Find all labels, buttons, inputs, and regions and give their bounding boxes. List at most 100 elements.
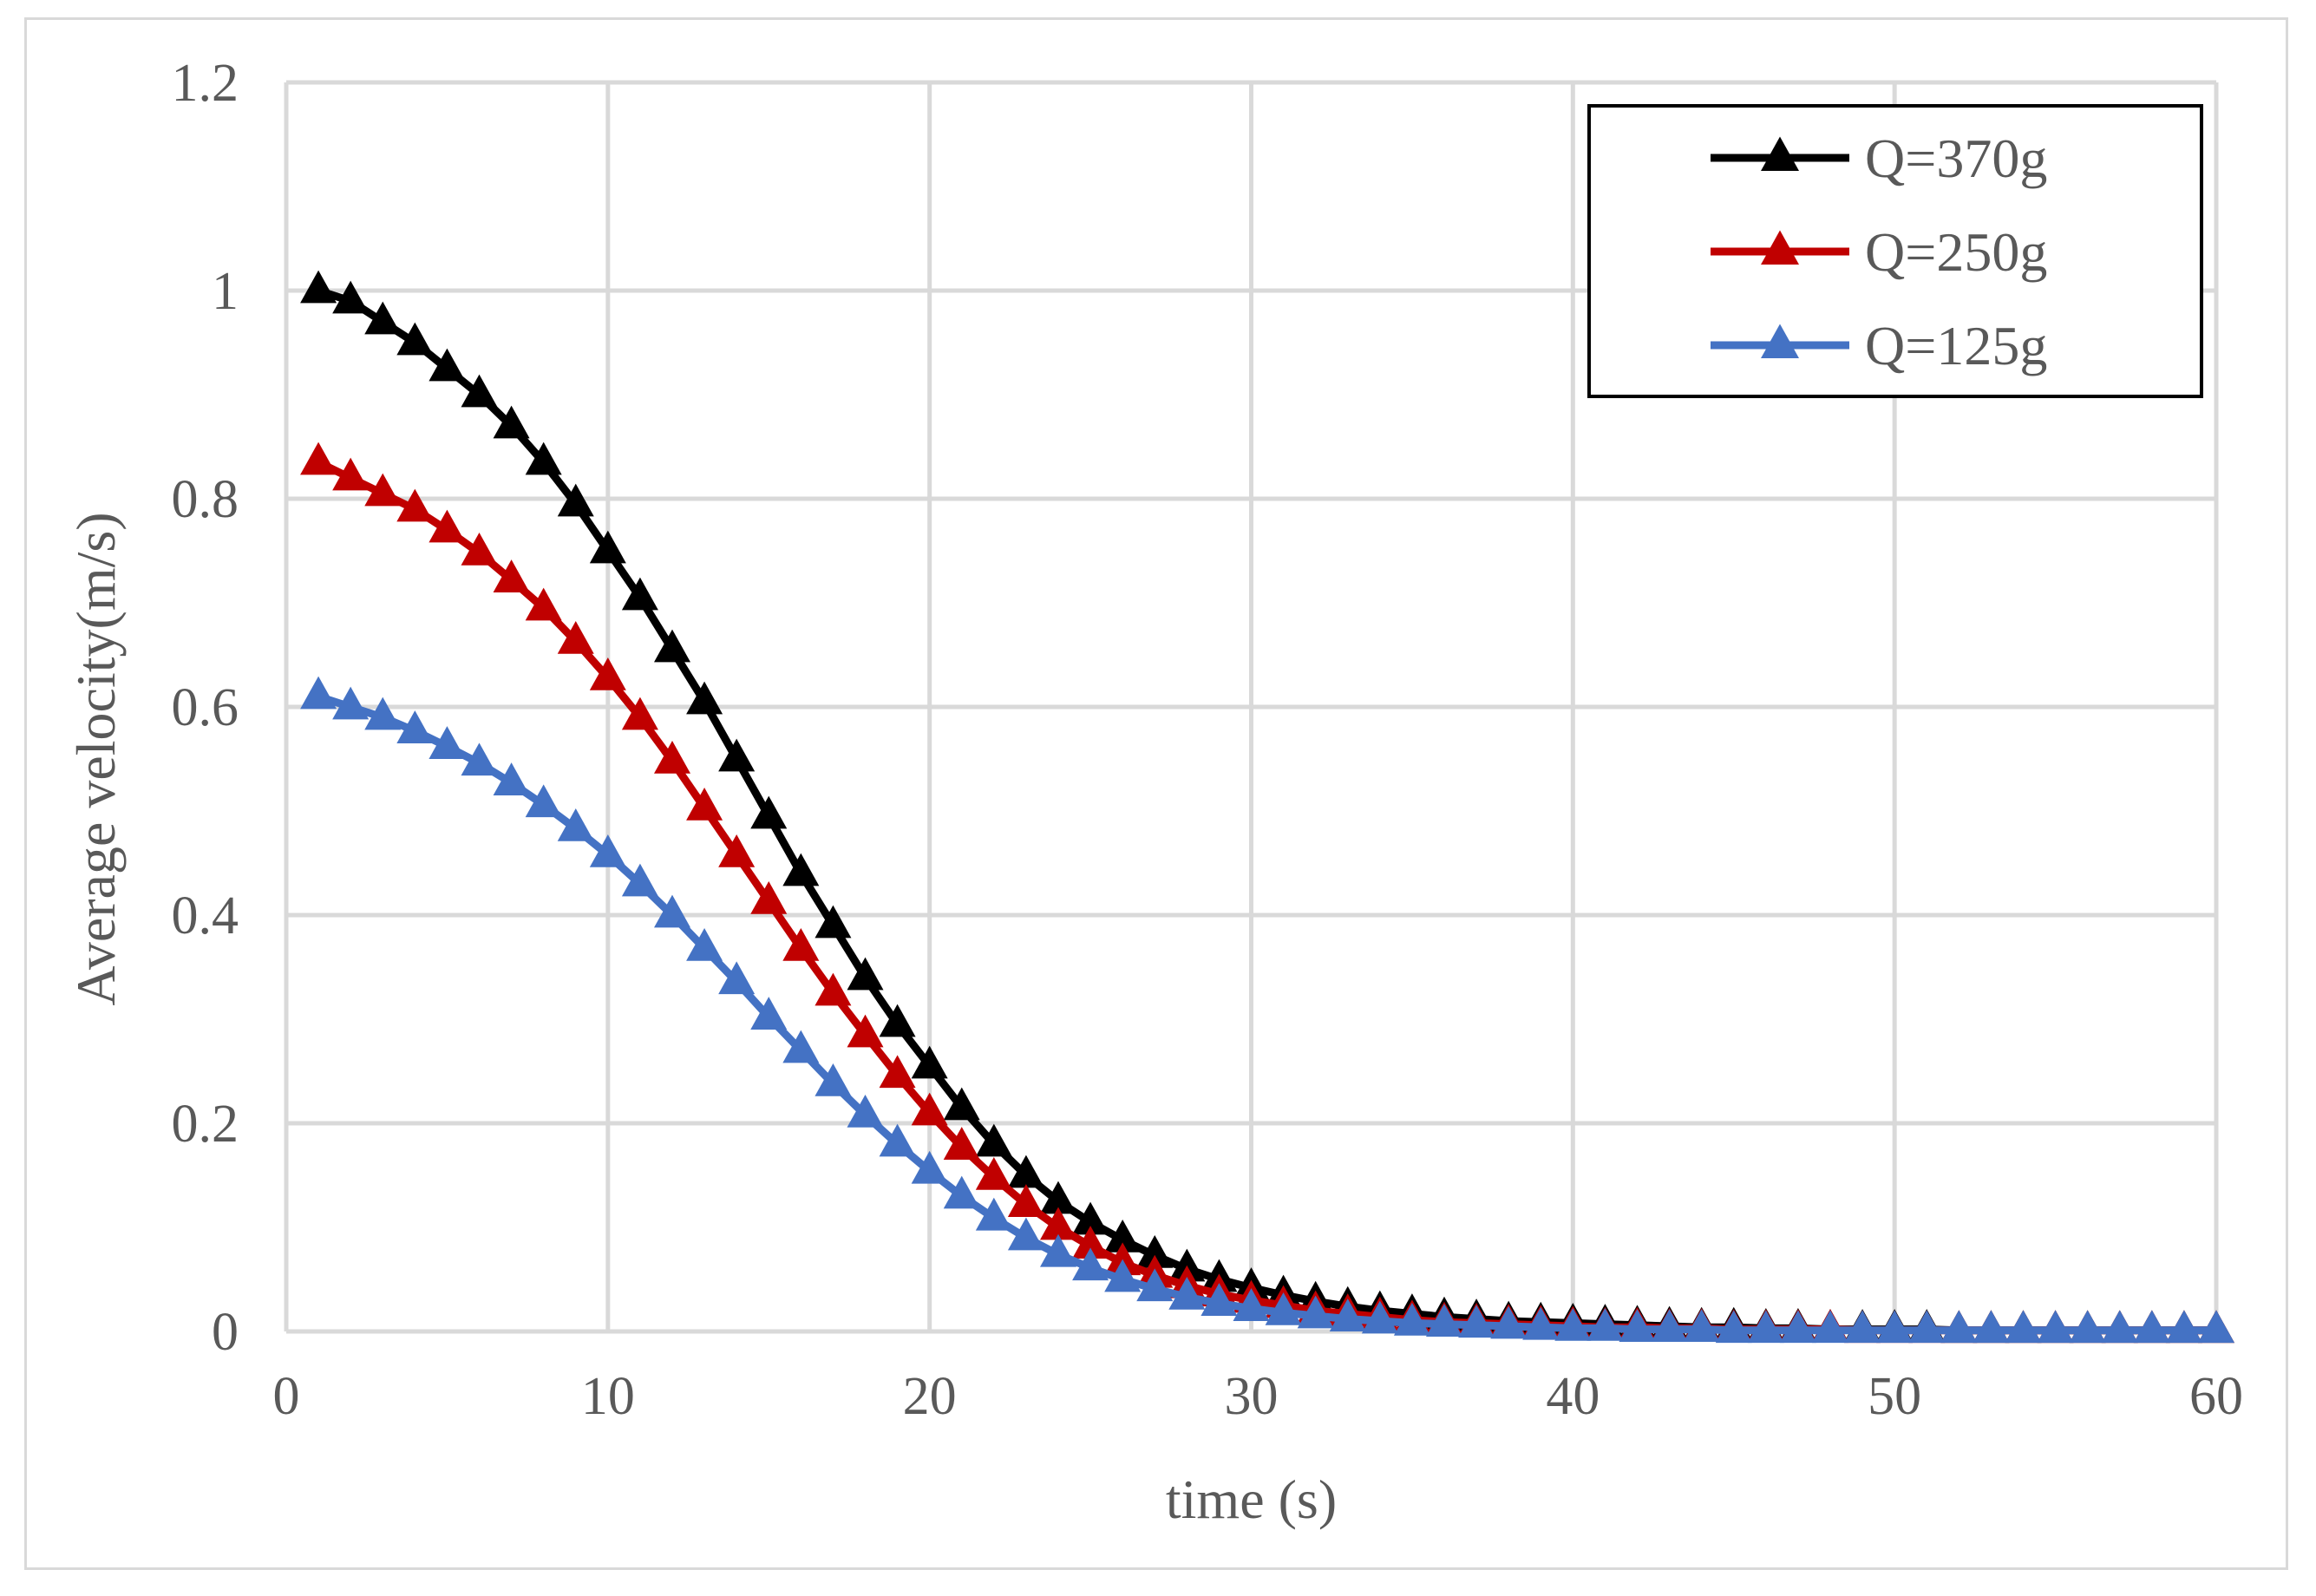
data-point-marker [621, 863, 658, 897]
series-Q=125g [300, 676, 2234, 1344]
data-point-marker [621, 697, 658, 730]
data-point-marker [1715, 1310, 1752, 1344]
data-point-marker [1136, 1268, 1174, 1302]
data-point-marker [1104, 1219, 1142, 1253]
data-point-marker [1426, 1304, 1462, 1337]
data-point-marker [847, 1014, 884, 1048]
series-line [317, 692, 2216, 1335]
y-tick-label: 0.2 [172, 1095, 239, 1154]
data-point-marker [493, 762, 530, 795]
legend-item: Q=250g [1711, 221, 2047, 283]
data-point-marker [815, 905, 852, 939]
legend-label: Q=250g [1865, 221, 2047, 283]
data-point-marker [1072, 1226, 1109, 1259]
data-point-marker [911, 1045, 948, 1079]
data-point-marker [429, 726, 466, 759]
legend-swatch-marker [1761, 230, 1799, 265]
y-tick-labels: 0 0.2 0.4 0.6 0.8 1 1.2 [172, 54, 239, 1362]
data-point-marker [525, 587, 562, 621]
data-point-marker [364, 697, 402, 730]
x-tick-label: 20 [903, 1367, 957, 1426]
x-tick-label: 50 [1868, 1367, 1921, 1426]
x-tick-label: 0 [273, 1367, 300, 1426]
data-point-marker [525, 784, 562, 818]
data-point-marker [429, 348, 466, 382]
data-point-marker [557, 808, 594, 841]
series-Q=370g [300, 270, 2234, 1344]
data-point-marker [782, 853, 820, 886]
data-point-marker [1651, 1309, 1688, 1342]
legend-items: Q=370g Q=250g Q=125g [1711, 128, 2047, 376]
series-group [300, 270, 2234, 1344]
data-point-marker [1812, 1310, 1848, 1344]
data-point-marker [1973, 1310, 2010, 1344]
data-point-marker [364, 301, 402, 335]
data-point-marker [879, 1123, 916, 1157]
data-point-marker [1007, 1184, 1044, 1217]
data-point-marker [1297, 1295, 1334, 1329]
data-point-marker [1779, 1310, 1816, 1344]
data-point-marker [1619, 1309, 1656, 1342]
data-point-marker [1136, 1234, 1174, 1268]
data-point-marker [815, 972, 852, 1006]
data-point-marker [461, 532, 498, 566]
legend-label: Q=125g [1865, 315, 2047, 376]
data-point-marker [1393, 1302, 1430, 1336]
data-point-marker [589, 834, 626, 867]
x-axis-title: time (s) [1166, 1468, 1337, 1530]
data-point-marker [654, 740, 690, 774]
data-point-marker [943, 1127, 980, 1160]
data-point-marker [332, 457, 370, 491]
data-point-marker [975, 1156, 1012, 1190]
data-point-marker [1587, 1307, 1624, 1341]
data-point-marker [1104, 1259, 1142, 1292]
data-point-marker [847, 1094, 884, 1128]
data-point-marker [943, 1087, 980, 1121]
x-tick-label: 10 [581, 1367, 635, 1426]
data-point-marker [654, 629, 690, 663]
data-point-marker [1072, 1201, 1109, 1235]
data-point-marker [396, 710, 434, 743]
data-point-marker [879, 1004, 916, 1037]
data-point-marker [1522, 1306, 1560, 1340]
data-point-marker [879, 1055, 916, 1089]
data-point-marker [364, 473, 402, 507]
data-point-marker [493, 405, 530, 439]
series-line [317, 458, 2216, 1335]
data-point-marker [1233, 1288, 1270, 1321]
data-point-marker [525, 442, 562, 475]
data-point-marker [975, 1123, 1012, 1157]
data-point-marker [1040, 1181, 1076, 1214]
y-tick-label: 0.4 [172, 886, 239, 945]
x-tick-labels: 0 10 20 30 40 50 60 [273, 1367, 2244, 1426]
data-point-marker [1168, 1248, 1206, 1282]
data-point-marker [557, 483, 594, 517]
y-tick-label: 0.8 [172, 470, 239, 529]
data-point-marker [461, 742, 498, 776]
data-point-marker [1683, 1309, 1720, 1342]
data-point-marker [300, 442, 337, 475]
data-point-marker [1040, 1207, 1076, 1240]
data-point-marker [300, 676, 337, 710]
data-point-marker [686, 787, 723, 821]
data-point-marker [1104, 1242, 1142, 1276]
data-point-marker [1040, 1233, 1076, 1267]
data-point-marker [718, 834, 756, 867]
data-point-marker [2101, 1310, 2138, 1344]
data-point-marker [1844, 1310, 1881, 1344]
data-point-marker [621, 577, 658, 611]
data-point-marker [2037, 1310, 2074, 1344]
legend-swatch-marker [1761, 324, 1799, 359]
data-point-marker [1329, 1298, 1366, 1331]
data-point-marker [557, 620, 594, 654]
data-point-marker [396, 488, 434, 522]
data-point-marker [750, 880, 788, 914]
x-tick-label: 30 [1225, 1367, 1279, 1426]
data-point-marker [718, 738, 756, 772]
y-tick-label: 0 [212, 1303, 239, 1362]
data-point-marker [332, 280, 370, 314]
data-point-marker [911, 1092, 948, 1126]
data-point-marker [686, 681, 723, 715]
data-point-marker [1554, 1307, 1592, 1341]
